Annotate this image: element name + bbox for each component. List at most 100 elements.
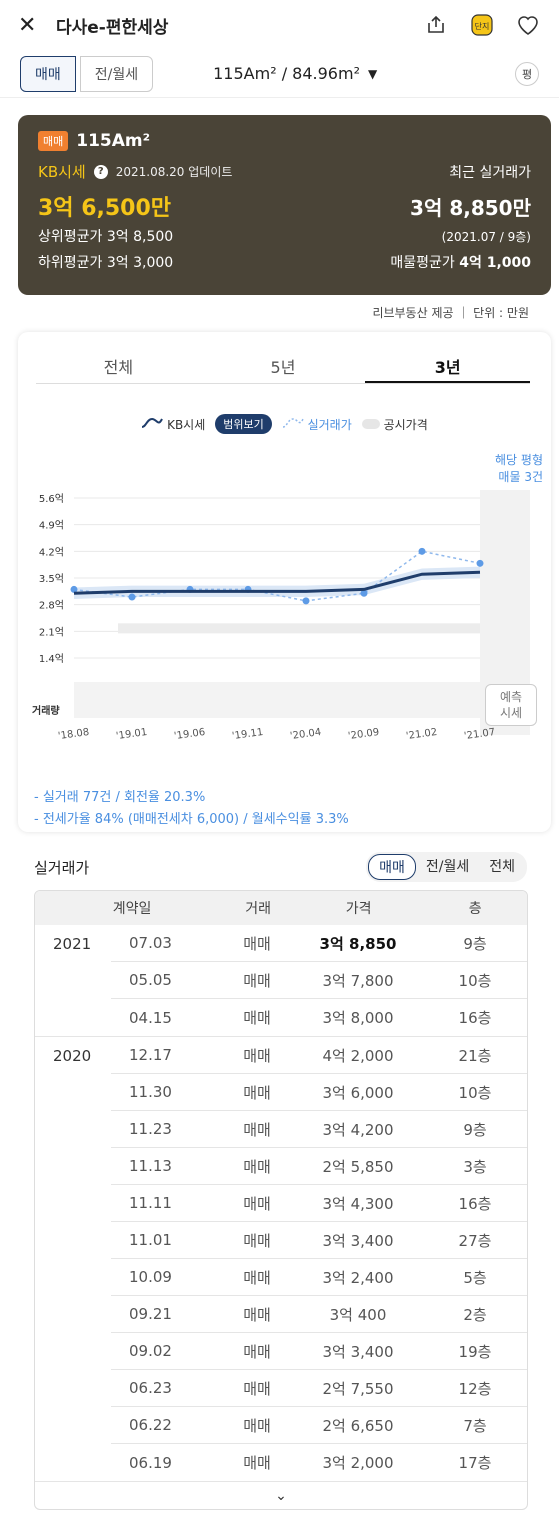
trade-point: [360, 589, 368, 597]
expand-chevron-down-icon[interactable]: ⌄: [35, 1481, 527, 1509]
kb-line: [73, 570, 481, 595]
listing-count-link[interactable]: 해당 평형 매물 3건: [495, 452, 543, 486]
trade-filter: 매매 전/월세 전체: [366, 852, 527, 882]
table-row[interactable]: 07.03 매매 3억 8,850 9층: [111, 925, 527, 962]
table-row[interactable]: 11.13 매매 2억 5,850 3층: [111, 1148, 527, 1185]
range-view-button[interactable]: 범위보기: [215, 414, 272, 434]
trade-table: 계약일 거래 가격 층 2021 07.03 매매 3억 8,850 9층 05.05 매매…: [34, 890, 528, 1510]
share-icon[interactable]: [423, 12, 449, 38]
trade-filter-rent[interactable]: 전/월세: [425, 859, 470, 875]
sale-toggle-button[interactable]: 매매: [20, 55, 76, 92]
table-row[interactable]: 11.23 매매 3억 4,200 9층: [111, 1111, 527, 1148]
cell-price: 3억 3,400: [322, 1231, 394, 1250]
year-label: 2020: [53, 1047, 92, 1065]
recent-price-sub: (2021.07 / 9층): [441, 229, 531, 244]
cell-date: 10.09: [129, 1268, 172, 1286]
tab-5y[interactable]: 5년: [270, 358, 296, 377]
unit-swap-icon[interactable]: 평: [515, 61, 539, 86]
header-price: 가격: [345, 901, 372, 917]
cell-price: 3억 8,000: [322, 1009, 394, 1027]
legend-public[interactable]: 공시가격: [361, 416, 428, 433]
chart-summary: - 실거래 77건 / 회전율 20.3% - 전세가율 84% (매매전세차 …: [34, 787, 349, 831]
cell-floor: 2층: [463, 1305, 487, 1324]
cell-price: 3억 400: [329, 1305, 387, 1324]
cell-price: 3억 4,300: [322, 1194, 394, 1213]
cell-type: 매매: [243, 1416, 271, 1435]
cell-date: 11.11: [129, 1194, 172, 1212]
cell-floor: 21층: [458, 1046, 492, 1065]
cell-type: 매매: [243, 971, 271, 990]
kb-price: 3억 6,500만: [38, 196, 172, 221]
cell-date: 06.22: [129, 1416, 172, 1434]
table-row[interactable]: 06.19 매매 3억 2,000 17층: [111, 1444, 527, 1481]
listing-avg-value: 4억 1,000: [459, 255, 531, 271]
upper-avg: 상위평균가 3억 8,500: [38, 229, 174, 245]
table-row[interactable]: 11.11 매매 3억 4,300 16층: [111, 1185, 527, 1222]
x-tick-label: '21.07: [463, 727, 496, 742]
complex-info-icon[interactable]: 단지: [469, 12, 495, 38]
cell-floor: 27층: [458, 1231, 492, 1250]
cell-floor: 12층: [458, 1379, 492, 1398]
cell-type: 매매: [243, 1342, 271, 1361]
table-row[interactable]: 12.17 매매 4억 2,000 21층: [111, 1037, 527, 1074]
volume-label: 거래량: [32, 704, 60, 717]
cell-type: 매매: [243, 1046, 271, 1065]
cell-date: 09.02: [129, 1342, 172, 1360]
rent-toggle-button[interactable]: 전/월세: [79, 55, 154, 92]
table-row[interactable]: 09.21 매매 3억 400 2층: [111, 1296, 527, 1333]
table-row[interactable]: 06.23 매매 2억 7,550 12층: [111, 1370, 527, 1407]
x-tick-label: '20.04: [289, 727, 322, 742]
side-note-line-2: 매물 3건: [498, 470, 543, 484]
table-row[interactable]: 05.05 매매 3억 7,800 10층: [111, 962, 527, 999]
trade-filter-sale[interactable]: 매매: [368, 854, 416, 880]
area-select[interactable]: 115Am² / 84.96m² ▼: [213, 64, 377, 83]
cell-floor: 9층: [463, 934, 487, 953]
cell-type: 매매: [243, 1157, 271, 1176]
x-tick-label: '19.11: [231, 727, 264, 742]
cell-date: 04.15: [129, 1008, 172, 1027]
table-row[interactable]: 09.02 매매 3억 3,400 19층: [111, 1333, 527, 1370]
x-tick-label: '19.01: [115, 727, 148, 742]
table-row[interactable]: 11.30 매매 3억 6,000 10층: [111, 1074, 527, 1111]
table-row[interactable]: 10.09 매매 3억 2,400 5층: [111, 1259, 527, 1296]
table-row[interactable]: 11.01 매매 3억 3,400 27층: [111, 1222, 527, 1259]
tab-all[interactable]: 전체: [103, 358, 134, 377]
legend-kb[interactable]: KB시세: [141, 416, 205, 433]
cell-price: 3억 3,400: [322, 1342, 394, 1361]
chevron-down-icon: ▼: [367, 66, 378, 81]
cell-floor: 16층: [458, 1009, 492, 1027]
page-title: 다사e-편한세상: [56, 17, 169, 38]
cell-price: 2억 6,650: [322, 1416, 394, 1435]
trade-point: [70, 585, 78, 593]
trade-filter-all[interactable]: 전체: [489, 859, 515, 875]
tab-3y[interactable]: 3년: [365, 344, 531, 383]
cell-floor: 10층: [458, 971, 492, 990]
cell-floor: 5층: [463, 1268, 487, 1287]
cell-type: 매매: [243, 934, 271, 953]
table-row[interactable]: 06.22 매매 2억 6,650 7층: [111, 1407, 527, 1444]
cell-floor: 7층: [463, 1416, 487, 1435]
legend-trade[interactable]: 실거래가: [282, 416, 352, 433]
close-icon[interactable]: ✕: [18, 12, 37, 38]
cell-type: 매매: [243, 1231, 271, 1250]
table-row[interactable]: 04.15 매매 3억 8,000 16층: [111, 999, 527, 1036]
summary-line-1: - 실거래 77건 / 회전율 20.3%: [34, 790, 206, 805]
cell-floor: 16층: [458, 1194, 492, 1213]
header-floor: 층: [468, 901, 482, 917]
legend-kb-label: KB시세: [167, 417, 206, 432]
help-icon[interactable]: ?: [93, 164, 108, 179]
forecast-line-2: 시세: [499, 706, 523, 720]
volume-area: [74, 682, 480, 718]
chart-legend: KB시세 범위보기 실거래가 공시가격: [18, 414, 551, 434]
deal-tag: 매매: [38, 131, 69, 151]
recent-price: 3억 8,850만: [410, 196, 531, 220]
kb-update-date: 2021.08.20 업데이트: [115, 165, 233, 179]
heart-icon[interactable]: [515, 12, 541, 38]
x-tick-label: '20.09: [347, 727, 380, 742]
forecast-button[interactable]: 예측 시세: [485, 684, 537, 726]
legend-public-label: 공시가격: [383, 417, 428, 432]
trade-point: [128, 593, 136, 601]
side-note-line-1: 해당 평형: [495, 453, 543, 467]
summary-line-2: - 전세가율 84% (매매전세차 6,000) / 월세수익률 3.3%: [34, 812, 349, 827]
